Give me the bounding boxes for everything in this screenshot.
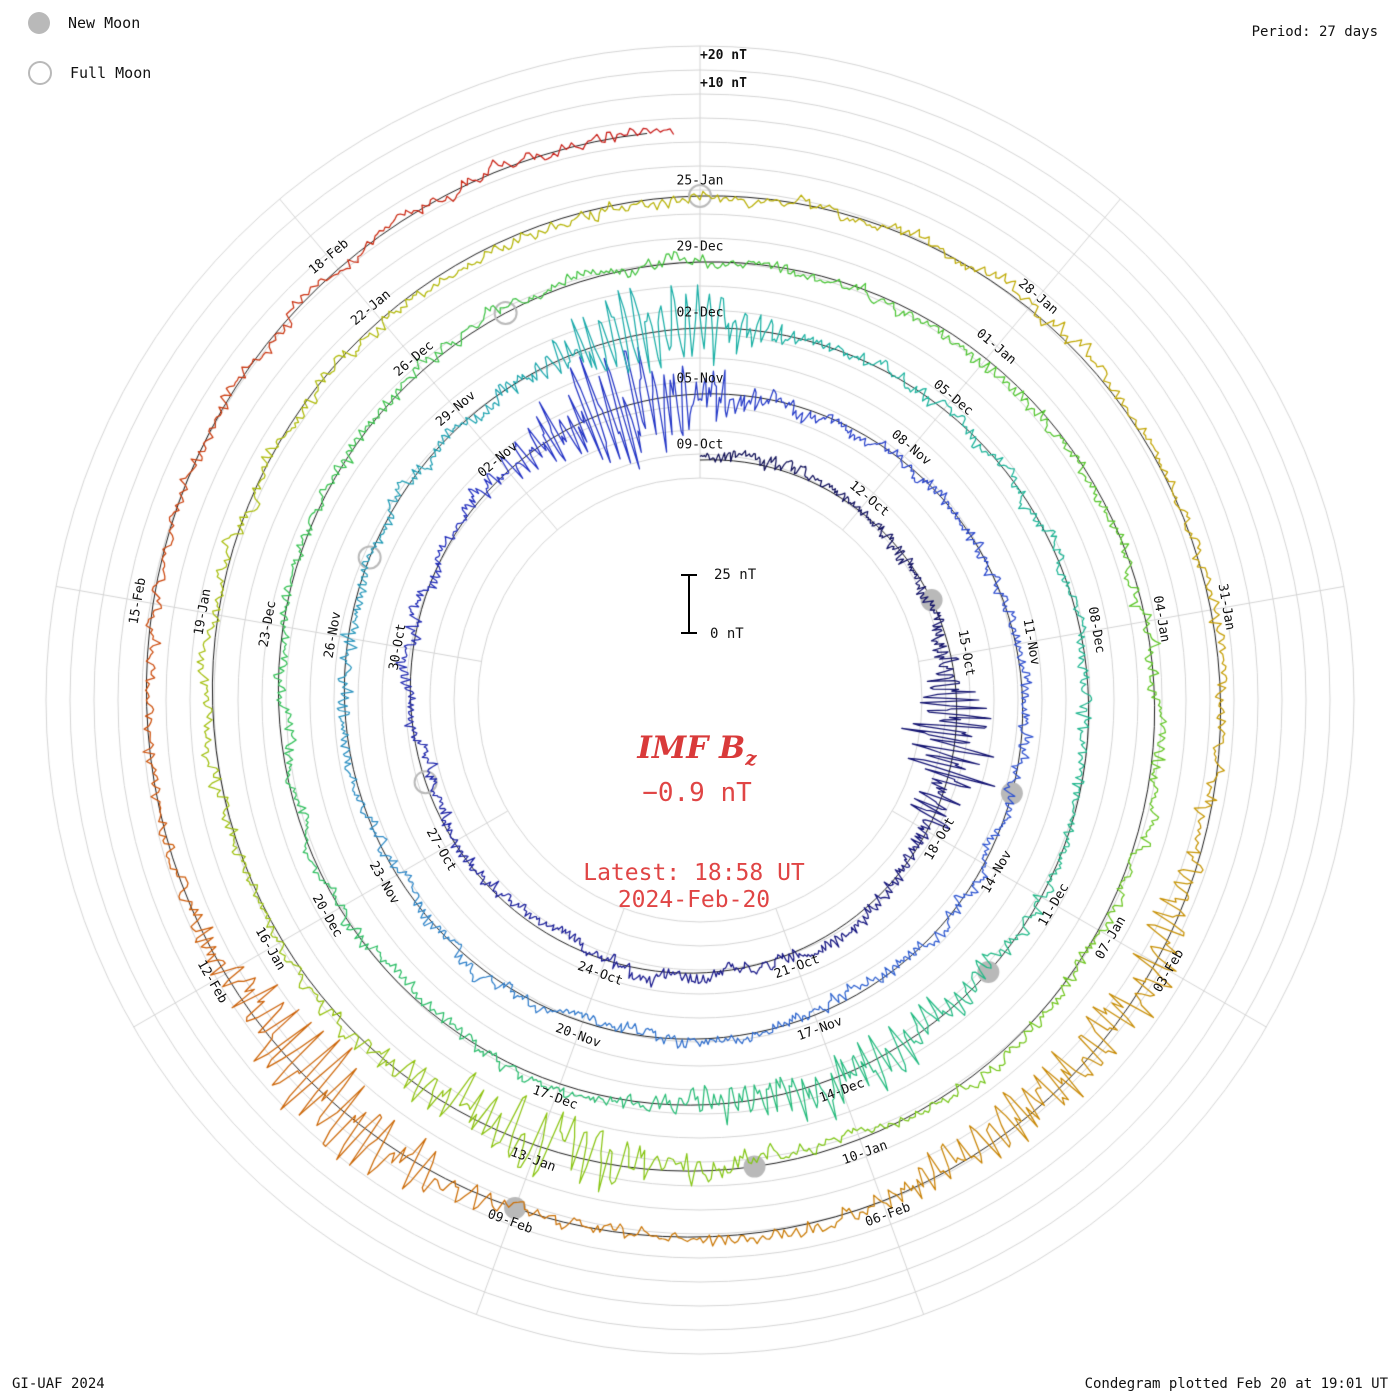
outer-scale-plus10-label: +10 nT (700, 76, 747, 91)
legend-full-moon: Full Moon (28, 60, 151, 86)
inner-scale-0-label: 0 nT (710, 626, 744, 642)
center-value: −0.9 nT (642, 778, 752, 808)
latest-date-label: 2024-Feb-20 (617, 887, 771, 913)
inner-scale-cap-bottom (681, 632, 697, 634)
center-title-text: IMF B (637, 730, 746, 766)
outer-scale-plus20-label: +20 nT (700, 48, 747, 63)
latest-time-label: Latest: 18:58 UT (583, 860, 805, 886)
new-moon-label: New Moon (68, 14, 141, 32)
center-title: IMF Bz (637, 730, 756, 770)
period-label: Period: 27 days (1251, 24, 1378, 40)
center-title-subscript: z (745, 746, 757, 771)
legend-new-moon: New Moon (28, 10, 151, 36)
credit-label: GI-UAF 2024 (12, 1376, 105, 1392)
moon-legend: New Moon Full Moon (28, 10, 151, 110)
inner-scale-bar (681, 574, 697, 634)
new-moon-icon (28, 12, 50, 34)
plotted-timestamp-label: Condegram plotted Feb 20 at 19:01 UT (1084, 1376, 1388, 1392)
inner-scale-25-label: 25 nT (714, 567, 757, 583)
inner-scale-cap-top (681, 574, 697, 576)
full-moon-label: Full Moon (70, 64, 152, 82)
full-moon-icon (28, 61, 52, 85)
